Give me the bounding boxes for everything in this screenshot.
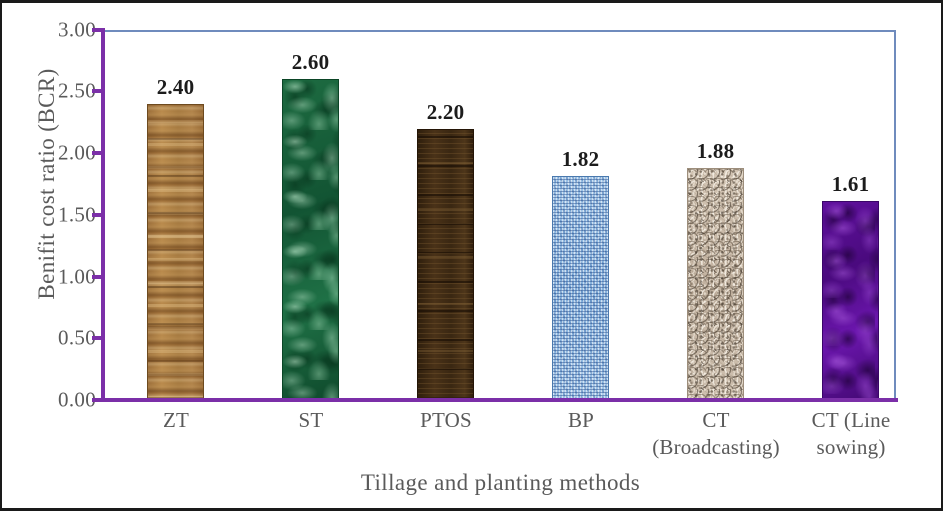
y-tick-mark-1-50 <box>92 213 101 217</box>
bar-value-ct-broadcasting: 1.88 <box>696 139 735 163</box>
x-tick-label-ct-broadcasting-line2: (Broadcasting) <box>652 434 780 459</box>
y-tick-mark-3-00 <box>92 28 101 32</box>
y-tick-label-1-50: 1.50 <box>58 202 96 227</box>
bar-value-ptos: 2.20 <box>426 100 465 124</box>
y-tick-label-2-00: 2.00 <box>58 140 96 165</box>
bar-bp[interactable]: 1.82 <box>552 147 609 400</box>
bar-zt[interactable]: 2.40 <box>147 75 204 400</box>
y-tick-label-2-50: 2.50 <box>58 78 96 103</box>
y-tick-mark-0-00 <box>92 398 101 402</box>
x-tick-label-ct-line-sowing-line2: sowing) <box>816 434 886 459</box>
x-tick-label-ct-line-sowing: CT (Line sowing) <box>771 407 931 461</box>
bar-ct-line-sowing[interactable]: 1.61 <box>822 172 879 400</box>
x-tick-label-st: ST <box>231 407 391 434</box>
bar-value-zt: 2.40 <box>156 75 195 99</box>
y-tick-label-1-00: 1.00 <box>58 264 96 289</box>
x-tick-label-st-line1: ST <box>298 408 324 432</box>
y-tick-label-0-50: 0.50 <box>58 325 96 350</box>
x-tick-label-ct-broadcasting: CT (Broadcasting) <box>636 407 796 461</box>
bar-value-ct-line-sowing: 1.61 <box>831 172 870 196</box>
x-tick-label-bp: BP <box>501 407 661 434</box>
x-tick-label-zt-line1: ZT <box>162 408 190 432</box>
y-tick-label-0-00: 0.00 <box>58 387 96 412</box>
x-tick-label-ptos-line1: PTOS <box>420 408 472 432</box>
x-axis-line <box>101 398 898 402</box>
bar-ptos[interactable]: 2.20 <box>417 100 474 400</box>
y-tick-mark-0-50 <box>92 336 101 340</box>
y-axis-line <box>92 28 105 402</box>
bar-ct-broadcasting[interactable]: 1.88 <box>687 139 744 400</box>
x-tick-label-ptos: PTOS <box>366 407 526 434</box>
y-tick-mark-2-50 <box>92 89 101 93</box>
x-tick-label-ct-line-sowing-line1: CT (Line <box>811 408 891 432</box>
y-tick-label-3-00: 3.00 <box>58 17 96 42</box>
plot-area: 2.40 2.60 2.20 1.82 1.88 1.61 <box>105 30 896 400</box>
x-tick-label-ct-broadcasting-line1: CT <box>702 408 730 432</box>
x-tick-label-zt: ZT <box>96 407 256 434</box>
bar-value-bp: 1.82 <box>561 147 600 171</box>
bar-st[interactable]: 2.60 <box>282 50 339 400</box>
x-axis-title: Tillage and planting methods <box>360 470 641 495</box>
y-tick-mark-2-00 <box>92 151 101 155</box>
bar-value-st: 2.60 <box>291 50 330 74</box>
y-axis-tick-labels: 3.00 2.50 2.00 1.50 1.00 0.50 0.00 <box>30 3 96 508</box>
x-tick-label-bp-line1: BP <box>567 408 595 432</box>
y-tick-mark-1-00 <box>92 275 101 279</box>
